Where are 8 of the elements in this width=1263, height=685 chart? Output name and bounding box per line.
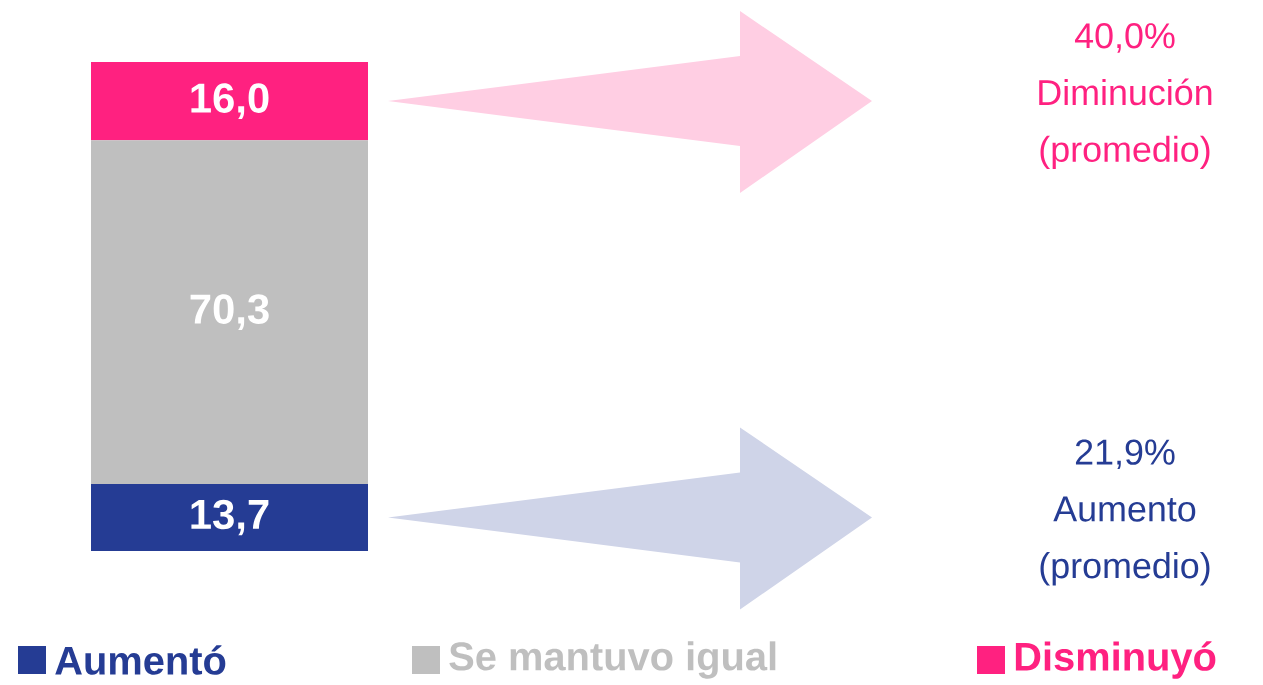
data-label: 70,3 [190, 294, 269, 330]
legend-label: Se mantuvo igual [449, 641, 776, 679]
legend-label: Disminuyó [1015, 641, 1216, 679]
data-label: 16,0 [191, 83, 269, 119]
text: 40,0% Diminución (promedio) [1039, 23, 1212, 170]
data-label: 13,7 [191, 499, 269, 536]
text: 21,9% Aumento (promedio) [1040, 439, 1210, 586]
legend-label: Aumentó [55, 645, 226, 675]
